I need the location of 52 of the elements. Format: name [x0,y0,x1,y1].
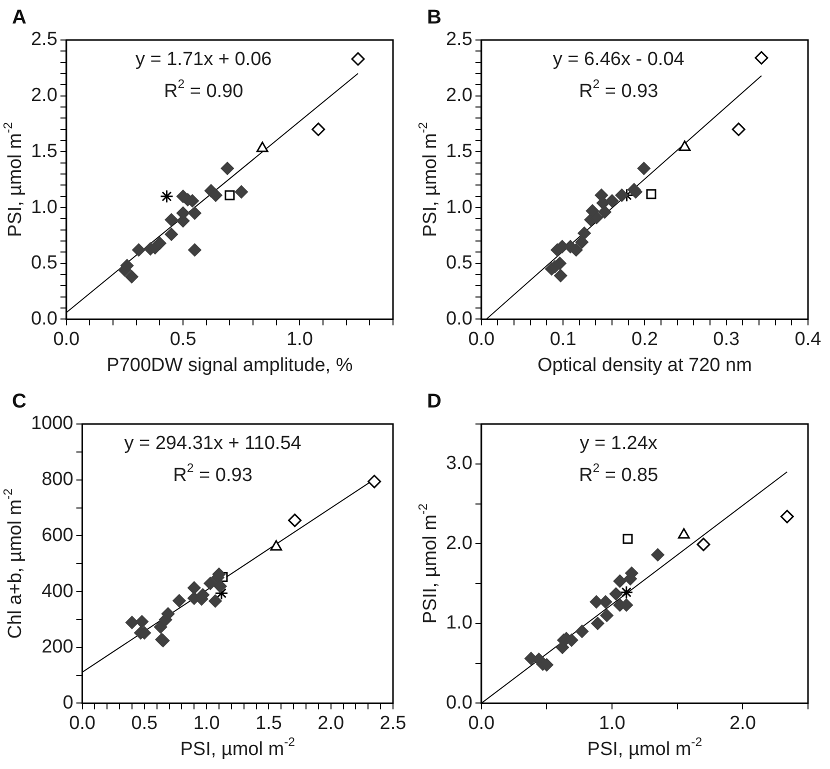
x-tick-label: 1.0 [193,712,220,734]
x-tick-label: 1.0 [286,328,313,350]
annotation: y = 6.46x - 0.04 [552,49,685,70]
y-tick-label: 0.0 [30,308,58,330]
y-tick-label: 1.0 [446,612,472,634]
chart-title: B [427,6,442,29]
y-tick-label: 2.5 [30,29,58,50]
y-tick-label: 3.0 [446,453,472,474]
y-axis-title: PSI, µmol m-2 [0,122,26,238]
annotation: y = 294.31x + 110.54 [124,433,302,454]
y-tick-label: 800 [42,469,74,490]
x-tick-label: 2.5 [380,712,406,734]
y-tick-label: 0 [62,692,74,714]
x-tick-label: 0.1 [550,328,576,350]
x-tick-label: 0.3 [713,328,740,350]
x-tick-label: 0.5 [170,328,196,350]
y-tick-label: 2.0 [446,85,472,106]
y-tick-label: 600 [42,524,74,546]
y-axis-title: Chl a+b, µmol m-2 [0,488,26,639]
x-tick-label: 0.0 [468,712,495,734]
y-axis-title: PSII, µmol m-2 [416,503,442,624]
x-axis-title: Optical density at 720 nm [538,355,752,376]
y-tick-label: 2.0 [30,85,58,106]
y-tick-label: 1000 [30,413,74,434]
y-tick-label: 0.0 [446,308,472,330]
x-axis-title: P700DW signal amplitude, % [106,355,353,376]
chart-title: D [427,390,442,413]
x-tick-label: 0.0 [69,712,96,734]
x-tick-label: 2.0 [318,712,344,734]
y-tick-label: 0.5 [446,252,472,274]
y-tick-label: 2.5 [446,29,472,50]
y-tick-label: 400 [42,580,74,602]
x-tick-label: 0.5 [131,712,158,734]
annotation: y = 1.24x [580,433,658,454]
x-tick-label: 1.0 [598,712,626,734]
x-tick-label: 2.0 [729,712,756,734]
annotation: y = 1.71x + 0.06 [135,49,272,70]
y-tick-label: 1.0 [446,196,472,218]
y-tick-label: 2.0 [446,532,472,554]
y-tick-label: 200 [42,636,74,658]
x-tick-label: 1.5 [255,712,282,734]
chart-title: A [12,6,26,29]
y-tick-label: 1.5 [446,140,472,162]
y-tick-label: 1.0 [30,196,58,218]
x-tick-label: 0.4 [794,328,822,350]
y-tick-label: 0.5 [30,252,58,274]
x-tick-label: 0.0 [468,328,495,350]
y-axis-title: PSI, µmol m-2 [416,122,442,238]
y-tick-label: 1.5 [30,140,58,162]
x-tick-label: 0.2 [631,328,658,350]
chart-title: C [12,390,26,413]
y-tick-label: 0.0 [446,692,472,714]
